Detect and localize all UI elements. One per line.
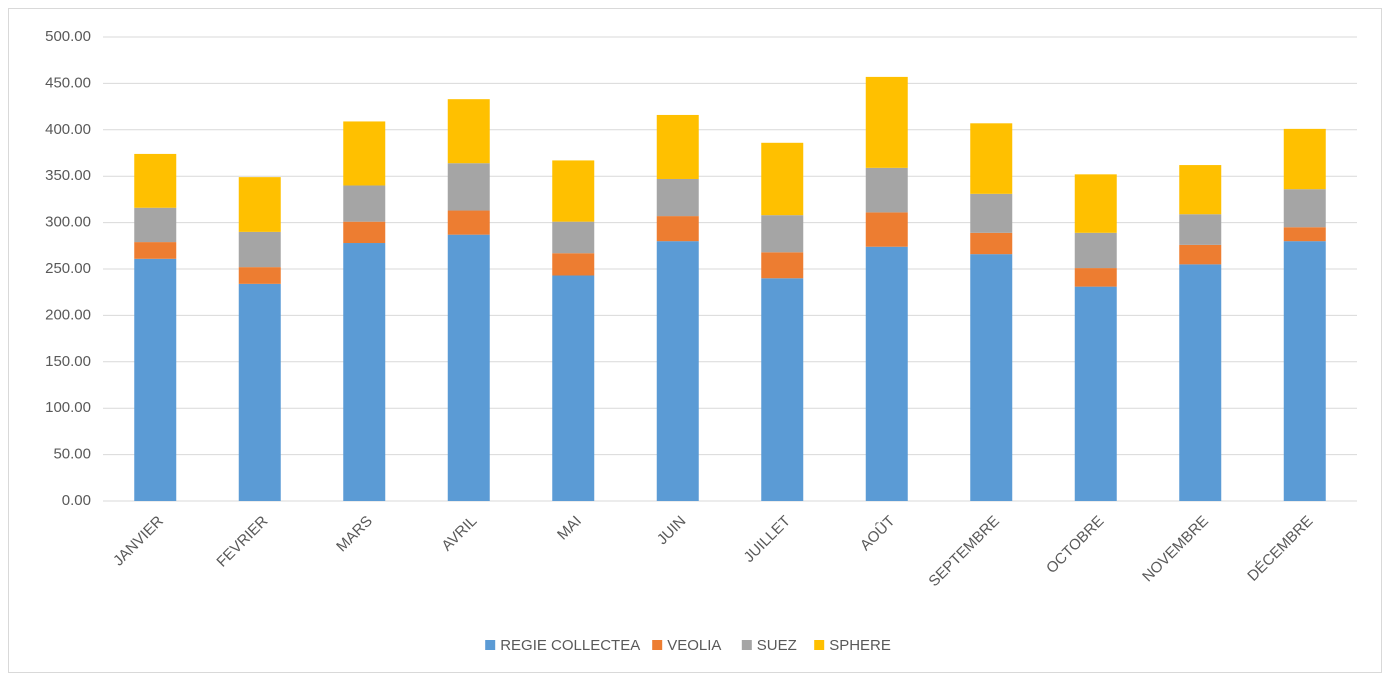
bar-segment (552, 253, 595, 276)
bar-segment (761, 215, 804, 253)
bar-segment (761, 278, 804, 501)
y-tick-label: 50.00 (53, 446, 91, 463)
bar-segment (552, 160, 595, 222)
legend-swatch (814, 640, 825, 650)
bar-segment (552, 275, 595, 501)
bar-segment (238, 267, 281, 284)
bar-segment (865, 246, 908, 501)
bar-segment (1179, 264, 1222, 501)
y-tick-label: 150.00 (45, 353, 91, 370)
bar-segment (343, 221, 386, 244)
bar-segment (1179, 214, 1222, 245)
bar-segment (552, 221, 595, 254)
bar-segment (343, 185, 386, 222)
bar-segment (238, 177, 281, 232)
y-tick-label: 0.00 (62, 492, 91, 509)
bar-segment (1074, 268, 1117, 287)
legend-swatch (741, 640, 752, 650)
bar-segment (447, 163, 490, 211)
bar-segment (865, 212, 908, 247)
legend-label: SUEZ (757, 637, 797, 654)
bar-segment (238, 231, 281, 268)
bar-segment (656, 241, 699, 501)
bar-segment (656, 216, 699, 242)
bar-segment (865, 76, 908, 168)
legend-swatch (652, 640, 663, 650)
bar-segment (970, 254, 1013, 501)
bar-segment (656, 114, 699, 179)
bar-segment (447, 210, 490, 235)
y-tick-label: 350.00 (45, 167, 91, 184)
bar-segment (1283, 241, 1326, 501)
y-tick-label: 100.00 (45, 399, 91, 416)
bar-segment (134, 242, 177, 259)
y-tick-label: 250.00 (45, 260, 91, 277)
bar-segment (1179, 165, 1222, 215)
bar-segment (1074, 174, 1117, 233)
bar-segment (134, 207, 177, 243)
bar-segment (134, 258, 177, 501)
bar-segment (343, 243, 386, 502)
bar-segment (761, 142, 804, 216)
bar-segment (343, 121, 386, 186)
y-tick-label: 200.00 (45, 306, 91, 323)
bar-segment (970, 123, 1013, 194)
bar-segment (447, 234, 490, 501)
legend-label: VEOLIA (667, 637, 721, 654)
bar-segment (238, 283, 281, 501)
bar-segment (970, 232, 1013, 255)
bar-segment (865, 167, 908, 213)
y-tick-label: 450.00 (45, 74, 91, 91)
bar-segment (1283, 128, 1326, 190)
legend-swatch (485, 640, 496, 650)
bar-segment (1074, 286, 1117, 501)
bar-segment (1283, 227, 1326, 242)
bar-segment (1283, 189, 1326, 228)
bar-segment (134, 153, 177, 208)
y-tick-label: 500.00 (45, 28, 91, 45)
bar-segment (1074, 232, 1117, 269)
bar-segment (447, 99, 490, 164)
bar-segment (761, 252, 804, 279)
bar-segment (656, 178, 699, 217)
bar-segment (1179, 244, 1222, 265)
legend-label: SPHERE (829, 637, 891, 654)
y-tick-label: 300.00 (45, 214, 91, 231)
legend-label: REGIE COLLECTEA (500, 637, 640, 654)
bar-segment (970, 193, 1013, 233)
y-tick-label: 400.00 (45, 121, 91, 138)
